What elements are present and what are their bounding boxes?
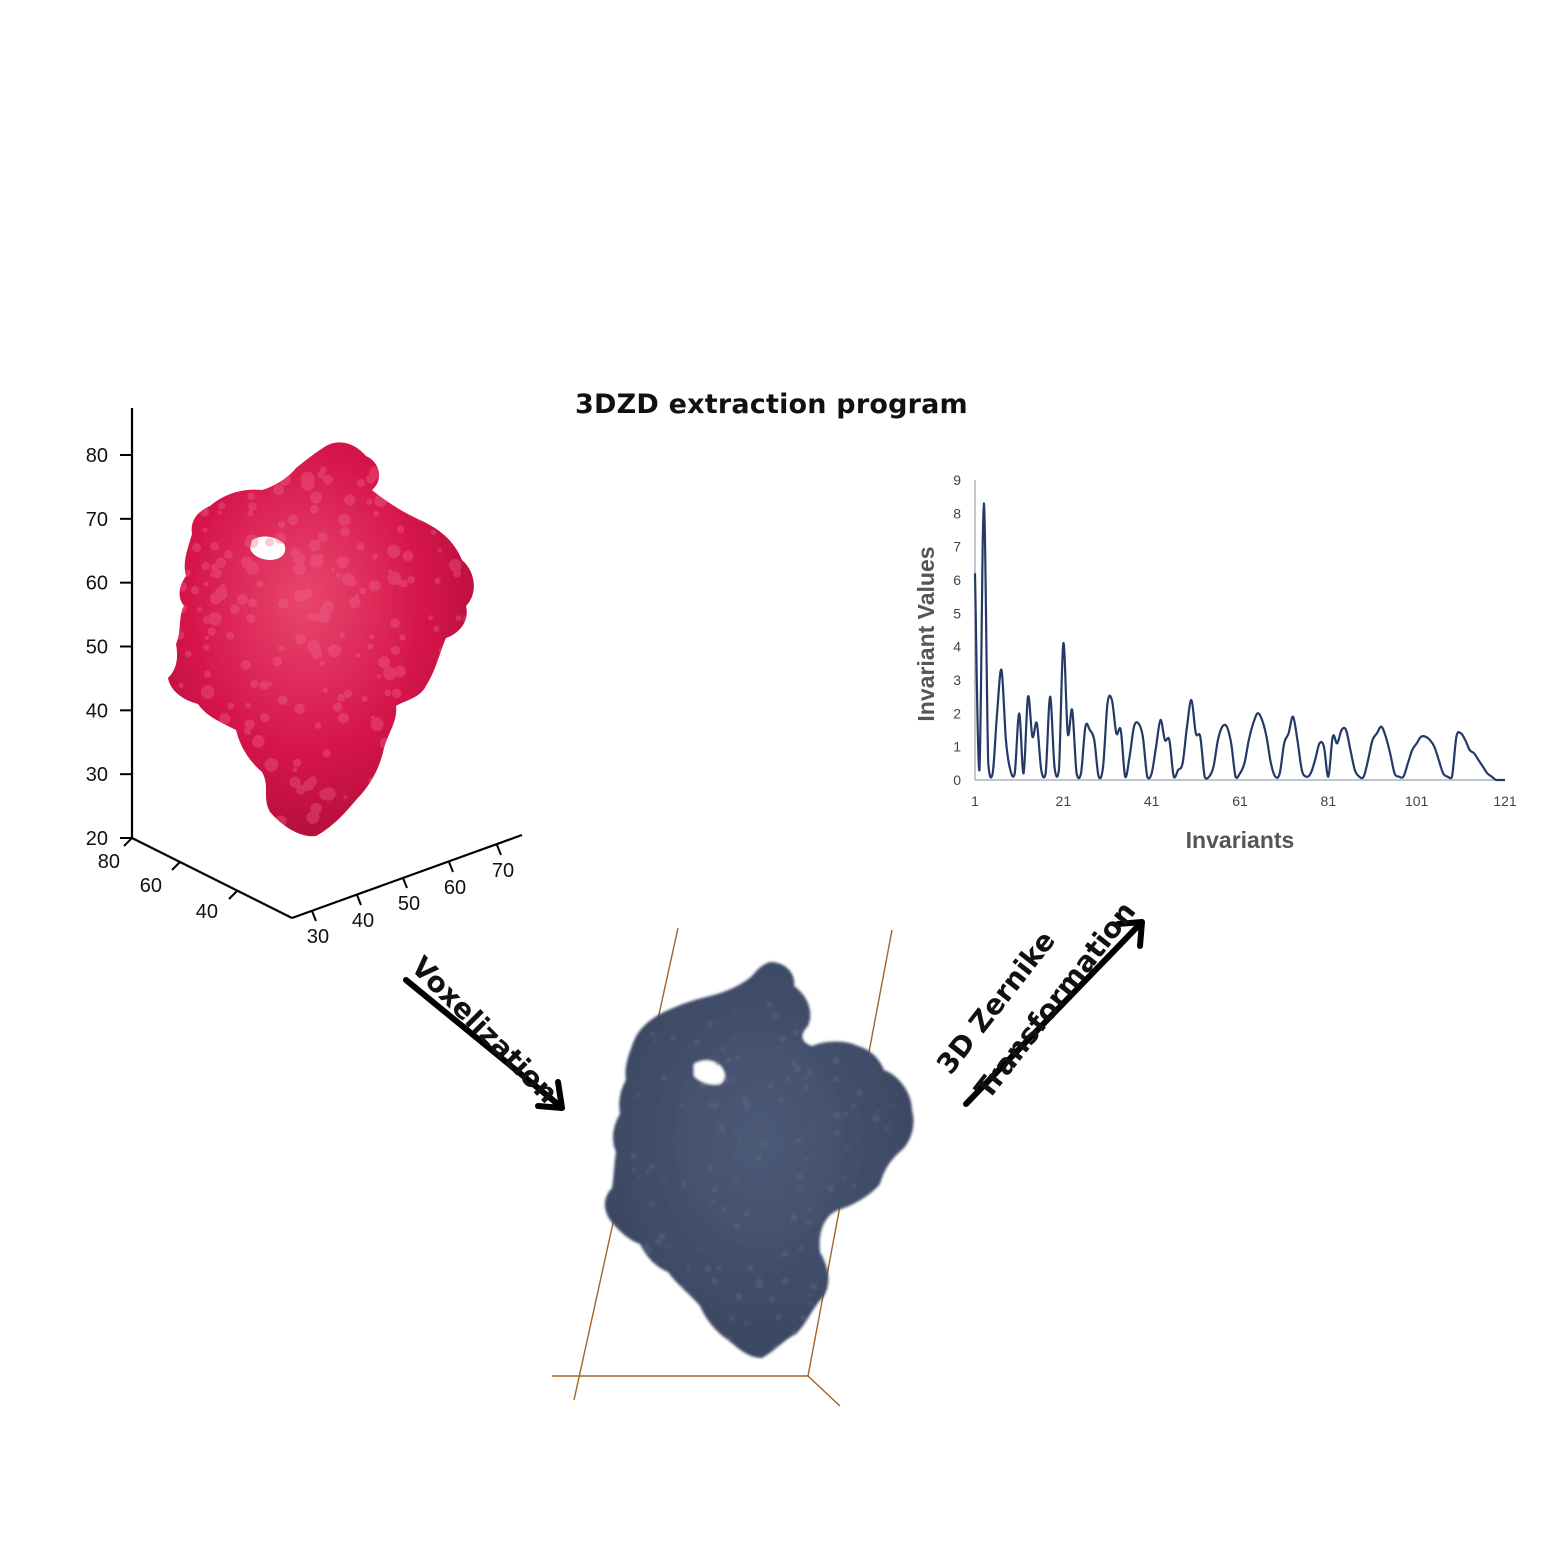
voxelized-protein xyxy=(604,962,914,1358)
z-tick-label: 20 xyxy=(86,828,108,850)
y-tick-label: 30 xyxy=(307,926,329,948)
chart-x-tick: 81 xyxy=(1321,793,1337,809)
protein-surface-model xyxy=(168,442,474,837)
z-tick-label: 30 xyxy=(86,764,108,786)
y-tick-label: 70 xyxy=(492,860,514,882)
chart-x-tick: 101 xyxy=(1405,793,1429,809)
protein-axis-ticks xyxy=(120,454,502,922)
y-tick xyxy=(356,894,362,906)
protein-3d-axes xyxy=(130,408,523,920)
y-tick-label: 40 xyxy=(352,910,374,932)
chart-x-tick: 21 xyxy=(1056,793,1072,809)
voxelization-arrow xyxy=(403,977,565,1111)
x-axis-line xyxy=(131,837,293,919)
y-tick-label: 60 xyxy=(444,877,466,899)
x-tick-label: 40 xyxy=(196,901,218,923)
chart-y-tick: 3 xyxy=(953,672,961,688)
chart-x-axis-label: Invariants xyxy=(1186,827,1295,853)
chart-x-tick-labels: 1 21 41 61 81 101 121 xyxy=(971,793,1517,809)
z-tick-label: 80 xyxy=(86,445,108,467)
z-tick-label: 40 xyxy=(86,700,108,722)
zernike-arrow xyxy=(963,919,1145,1107)
x-tick-label: 80 xyxy=(98,851,120,873)
y-tick xyxy=(402,877,408,889)
chart-y-tick: 4 xyxy=(953,639,961,655)
chart-y-tick: 5 xyxy=(953,605,961,621)
z-tick-label: 60 xyxy=(86,573,108,595)
z-tick-label: 50 xyxy=(86,637,108,659)
chart-x-tick: 61 xyxy=(1232,793,1248,809)
chart-y-tick: 8 xyxy=(953,505,961,521)
protein-cavity xyxy=(250,536,286,560)
chart-y-tick: 6 xyxy=(953,572,961,588)
diagram-title: 3DZD extraction program xyxy=(575,389,968,420)
chart-axes xyxy=(974,480,1505,781)
chart-y-tick: 9 xyxy=(953,472,961,488)
y-tick xyxy=(496,844,502,856)
chart-x-tick: 41 xyxy=(1144,793,1160,809)
y-tick xyxy=(448,861,454,873)
x-tick xyxy=(123,837,133,847)
y-axis-line xyxy=(291,833,523,920)
x-tick-label: 60 xyxy=(140,875,162,897)
chart-y-tick: 1 xyxy=(953,739,961,755)
box-depth-edge xyxy=(807,1375,841,1407)
x-tick xyxy=(171,861,181,871)
chart-y-tick-labels: 0 1 2 3 4 5 6 7 8 9 xyxy=(953,472,961,788)
chart-y-tick: 2 xyxy=(953,705,961,721)
chart-y-tick: 7 xyxy=(953,539,961,555)
chart-y-tick: 0 xyxy=(953,772,961,788)
y-tick-label: 50 xyxy=(398,893,420,915)
x-tick xyxy=(228,890,238,900)
invariant-series-line xyxy=(973,502,1505,782)
y-tick xyxy=(311,910,317,922)
chart-x-tick: 1 xyxy=(971,793,979,809)
chart-x-tick: 121 xyxy=(1493,793,1517,809)
voxel-cavity xyxy=(694,1060,725,1085)
z-tick-label: 70 xyxy=(86,509,108,531)
chart-y-axis-label: Invariant Values xyxy=(913,546,939,721)
